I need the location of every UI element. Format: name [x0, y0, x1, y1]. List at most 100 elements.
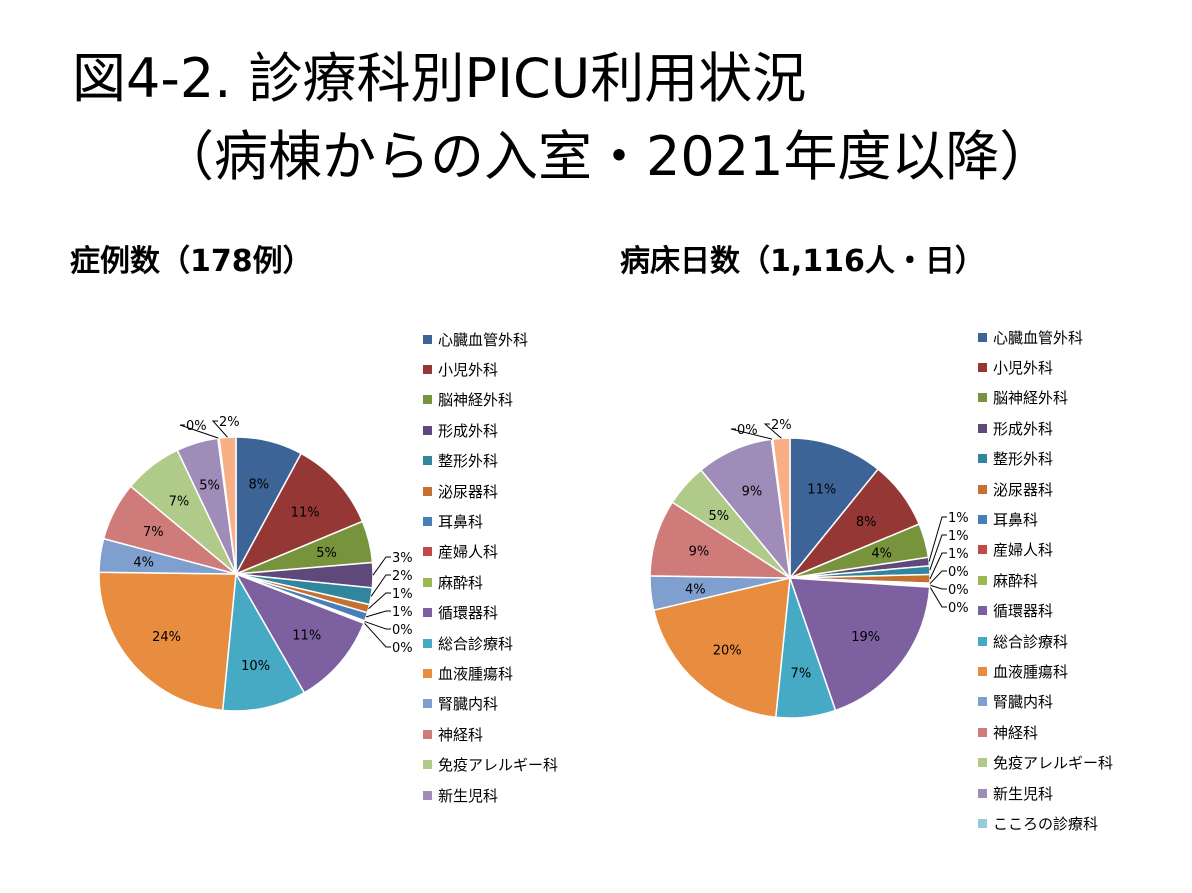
legend-swatch — [978, 606, 987, 616]
legend-swatch — [423, 517, 432, 527]
legend-item: 血液腫瘍科 — [978, 656, 1113, 686]
data-label: 4% — [133, 555, 154, 570]
data-label: 0% — [948, 583, 969, 598]
legend-swatch — [423, 486, 432, 496]
leader-line — [370, 574, 391, 597]
leader-line — [364, 620, 391, 630]
legend-label: 形成外科 — [993, 419, 1054, 438]
data-label: 0% — [737, 423, 758, 438]
legend-label: 心臓血管外科 — [438, 330, 529, 349]
legend-item: 小児外科 — [978, 352, 1113, 382]
legend-swatch — [978, 363, 987, 373]
data-label: 0% — [392, 641, 413, 656]
legend-item: 総合診療科 — [423, 628, 558, 658]
legend-swatch — [423, 668, 432, 678]
legend-label: 整形外科 — [438, 452, 499, 471]
data-label: 11% — [807, 482, 836, 497]
legend-swatch — [978, 758, 987, 768]
leader-line — [928, 516, 947, 562]
data-label: 10% — [241, 659, 270, 674]
legend-swatch — [423, 760, 432, 770]
legend-item: 泌尿器科 — [978, 474, 1113, 504]
legend-item: 新生児科 — [423, 780, 558, 810]
legend-item: 心臓血管外科 — [423, 324, 558, 354]
legend-item: 心臓血管外科 — [978, 322, 1113, 352]
legend-label: 麻酔科 — [438, 573, 484, 592]
legend-swatch — [423, 334, 432, 344]
data-label: 4% — [685, 582, 706, 597]
legend-swatch — [423, 456, 432, 466]
pie-slice — [98, 571, 237, 712]
legend-swatch — [423, 577, 432, 587]
legend-item: 脳神経外科 — [978, 383, 1113, 413]
data-label: 1% — [392, 605, 413, 620]
legend-swatch — [423, 425, 432, 435]
legend-item: 脳神経外科 — [423, 385, 558, 415]
legend-label: 免疫アレルギー科 — [438, 756, 559, 775]
data-label: 1% — [948, 511, 969, 526]
leader-line — [365, 610, 391, 618]
leader-line — [211, 420, 228, 438]
chart-title-cases: 症例数（178例） — [70, 244, 313, 279]
legend-item: 麻酔科 — [978, 565, 1113, 595]
data-label: 8% — [856, 515, 877, 530]
pie-1: 11% 8% 4% 1% 1% 1% 0% 0% 0% 19% 7% 20% 4% 9% 5% 9% 0% 2% — [649, 418, 969, 719]
slide-title-line1: 図4-2. 診療科別PICU利用状況 — [72, 47, 807, 110]
legend-item: 泌尿器科 — [423, 476, 558, 506]
legend-label: 血液腫瘍科 — [438, 664, 514, 683]
legend-label: 腎臓内科 — [438, 695, 499, 714]
legend-item: 免疫アレルギー科 — [423, 749, 558, 779]
data-label: 20% — [713, 644, 742, 659]
data-label: 9% — [689, 544, 710, 559]
legend-item: 形成外科 — [423, 415, 558, 445]
legend-swatch — [978, 697, 987, 707]
legend-label: 小児外科 — [993, 359, 1054, 378]
legend-swatch — [978, 666, 987, 676]
legend-swatch — [978, 484, 987, 494]
legend-label: 産婦人科 — [438, 543, 499, 562]
legend-label: こころの診療科 — [993, 814, 1099, 833]
legend-item: 産婦人科 — [423, 537, 558, 567]
legend-swatch — [978, 393, 987, 403]
legend-label: 総合診療科 — [993, 632, 1069, 651]
leader-line — [929, 552, 947, 580]
leader-line — [363, 622, 391, 648]
legend-item: 整形外科 — [978, 444, 1113, 474]
legend-swatch — [978, 636, 987, 646]
chart-title-bed-days: 病床日数（1,116人・日） — [620, 244, 985, 279]
legend-swatch — [978, 454, 987, 464]
legend-swatch — [978, 545, 987, 555]
legend-label: 耳鼻科 — [993, 511, 1039, 530]
leader-line — [368, 592, 391, 610]
data-label: 0% — [392, 623, 413, 638]
legend-swatch — [423, 790, 432, 800]
pie-slice — [234, 572, 365, 694]
legend-swatch — [978, 575, 987, 585]
legend-label: 脳神経外科 — [438, 391, 514, 410]
legend-item: 免疫アレルギー科 — [978, 747, 1113, 777]
data-label: 0% — [948, 565, 969, 580]
leader-line — [179, 424, 219, 439]
legend-label: 神経科 — [438, 725, 484, 744]
pie-slice — [789, 437, 880, 581]
leader-line — [763, 423, 782, 439]
legend-cases: 心臓血管外科 小児外科 脳神経外科 形成外科 整形外科 泌尿器科 耳鼻科 産婦人科 麻酔科 循環器… — [423, 324, 558, 810]
legend-item: 総合診療科 — [978, 626, 1113, 656]
legend-swatch — [978, 788, 987, 798]
pie-slice — [234, 452, 364, 576]
legend-label: 耳鼻科 — [438, 513, 484, 532]
legend-swatch — [978, 423, 987, 433]
data-label: 1% — [948, 547, 969, 562]
data-label: 2% — [219, 415, 240, 430]
legend-item: 小児外科 — [423, 354, 558, 384]
legend-swatch — [423, 395, 432, 405]
pie-slice — [788, 577, 931, 712]
legend-swatch — [423, 638, 432, 648]
legend-item: 腎臓内科 — [423, 689, 558, 719]
data-label: 2% — [771, 418, 792, 433]
data-label: 2% — [392, 569, 413, 584]
leader-line — [929, 586, 947, 608]
legend-label: 脳神経外科 — [993, 389, 1069, 408]
legend-label: 形成外科 — [438, 421, 499, 440]
legend-swatch — [423, 608, 432, 618]
